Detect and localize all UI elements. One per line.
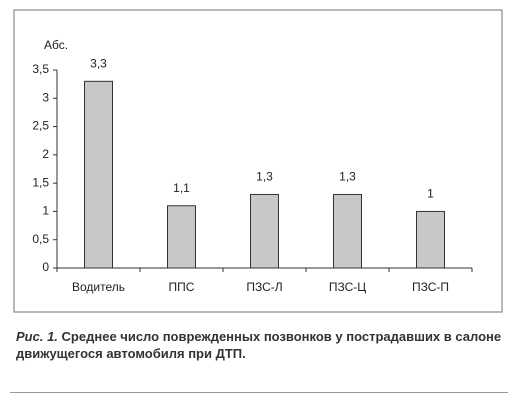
separator	[10, 392, 508, 393]
y-axis-label: Абс.	[44, 38, 68, 52]
x-tick-label: ППС	[169, 280, 195, 294]
x-tick-label: ПЗС-П	[412, 280, 449, 294]
chart: Абс. 0 0,5 1 1,5 2 2,5 3 3,5 Водитель 3,3 ППС 1,1 ПЗ…	[13, 9, 503, 313]
y-tick-label: 3,5	[32, 62, 49, 76]
caption-text: Среднее число поврежденных позвонков у п…	[16, 329, 502, 361]
bar	[84, 80, 113, 269]
y-tick-label: 0	[42, 260, 49, 274]
value-label: 1,1	[173, 181, 190, 195]
y-tick-label: 2,5	[32, 119, 49, 133]
bar	[333, 193, 362, 269]
bar	[250, 193, 279, 269]
x-tick-label: ПЗС-Ц	[329, 280, 366, 294]
value-label: 1,3	[339, 170, 356, 184]
value-label: 1	[427, 187, 434, 201]
y-tick-label: 3	[42, 90, 49, 104]
y-tick-label: 1,5	[32, 175, 49, 189]
y-tick-label: 1	[42, 204, 49, 218]
caption: Рис. 1. Среднее число поврежденных позво…	[16, 328, 506, 362]
value-label: 3,3	[90, 56, 107, 70]
x-tick-label: ПЗС-Л	[246, 280, 282, 294]
y-tick-label: 0,5	[32, 232, 49, 246]
bar	[416, 210, 445, 269]
caption-label: Рис. 1.	[16, 329, 58, 344]
chart-frame	[13, 9, 503, 313]
value-label: 1,3	[256, 170, 273, 184]
y-tick-label: 2	[42, 147, 49, 161]
bar	[167, 205, 196, 269]
x-tick-label: Водитель	[72, 280, 125, 294]
